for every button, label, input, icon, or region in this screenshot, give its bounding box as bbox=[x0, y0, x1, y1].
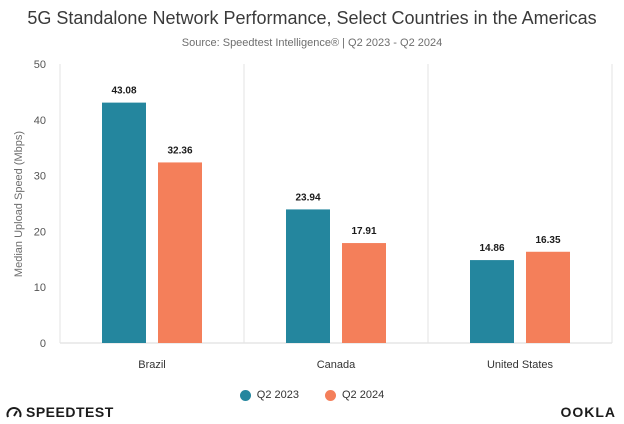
x-tick-label: Brazil bbox=[138, 359, 166, 371]
legend-item-q2-2024[interactable]: Q2 2024 bbox=[325, 389, 384, 401]
bar bbox=[286, 209, 330, 343]
bar bbox=[102, 102, 146, 343]
legend-label-q2-2024: Q2 2024 bbox=[342, 389, 385, 401]
bar bbox=[526, 251, 570, 343]
chart-title: 5G Standalone Network Performance, Selec… bbox=[27, 8, 597, 28]
y-tick-label: 30 bbox=[34, 171, 46, 183]
speedtest-logo-text: SPEEDTEST bbox=[26, 404, 114, 420]
speedtest-gauge-icon bbox=[6, 407, 22, 418]
ookla-logo: OOKLA bbox=[560, 404, 616, 420]
chart-subtitle: Source: Speedtest Intelligence® | Q2 202… bbox=[181, 37, 443, 49]
bar bbox=[342, 243, 386, 343]
x-tick-label: United States bbox=[487, 359, 554, 371]
legend: Q2 2023 Q2 2024 bbox=[0, 389, 624, 401]
legend-item-q2-2023[interactable]: Q2 2023 bbox=[239, 389, 299, 401]
data-label: 17.91 bbox=[351, 226, 376, 237]
legend-swatch-q2-2024 bbox=[325, 389, 336, 401]
y-axis-label: Median Upload Speed (Mbps) bbox=[13, 131, 25, 277]
y-tick-label: 40 bbox=[34, 115, 46, 127]
y-tick-label: 10 bbox=[34, 282, 46, 294]
data-label: 43.08 bbox=[111, 86, 136, 97]
data-label: 32.36 bbox=[167, 145, 192, 156]
x-tick-label: Canada bbox=[317, 359, 356, 371]
speedtest-logo: SPEEDTEST bbox=[6, 404, 114, 420]
y-tick-label: 0 bbox=[40, 338, 46, 350]
data-label: 16.35 bbox=[535, 235, 560, 246]
data-label: 23.94 bbox=[295, 192, 320, 203]
bar bbox=[158, 162, 202, 343]
y-tick-label: 20 bbox=[34, 226, 46, 238]
legend-swatch-q2-2023 bbox=[239, 389, 251, 401]
legend-label-q2-2023: Q2 2023 bbox=[256, 389, 299, 401]
y-tick-label: 50 bbox=[34, 59, 46, 71]
bar bbox=[470, 260, 514, 343]
data-label: 14.86 bbox=[479, 243, 504, 254]
